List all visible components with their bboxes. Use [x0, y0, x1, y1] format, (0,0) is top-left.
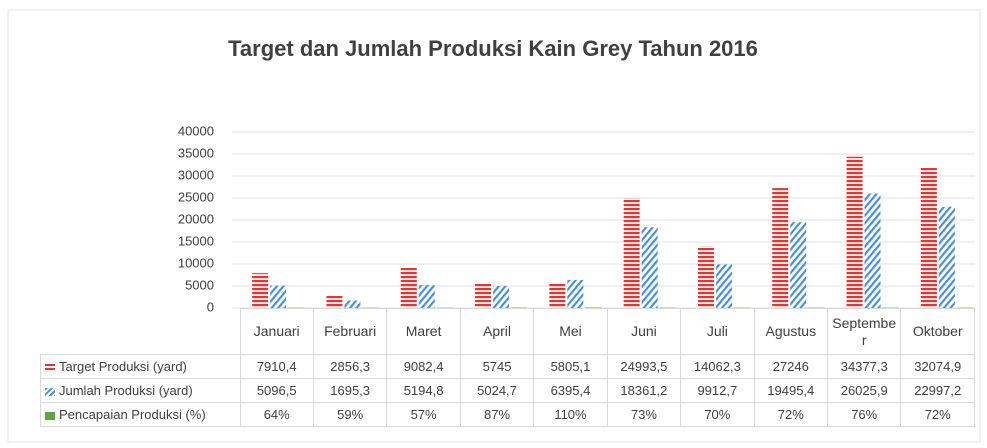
value-cell: 9082,4 — [386, 354, 461, 379]
y-tick-label: 35000 — [178, 145, 214, 160]
chart-border — [7, 9, 981, 443]
category-label: Mei — [533, 308, 608, 355]
value-cell: 59% — [312, 402, 388, 427]
bar — [493, 285, 510, 308]
legend-entry: Target Produksi (yard) — [40, 354, 241, 379]
legend-key — [45, 387, 55, 396]
bar — [623, 198, 640, 308]
table-row: Target Produksi (yard) 7910,4 2856,3 9082,4… — [40, 354, 975, 379]
category-label: Juli — [680, 308, 755, 355]
category-label: April — [459, 308, 535, 355]
value-cell: 70% — [680, 402, 755, 427]
legend-label: Jumlah Produksi (yard) — [59, 383, 193, 398]
value-cell: 27246 — [753, 354, 829, 379]
y-tick-label: 0 — [207, 299, 214, 314]
value-cell: 7910,4 — [239, 354, 314, 379]
value-cell: 9912,7 — [680, 378, 755, 403]
legend-key — [45, 411, 55, 420]
data-table: Januari Februari Maret April Mei Juni Juli Agus… — [40, 308, 975, 427]
bar — [326, 295, 343, 308]
value-cell: 87% — [459, 402, 535, 427]
bar — [697, 246, 714, 308]
bar — [270, 285, 287, 308]
bar — [790, 222, 807, 308]
category-label: September — [826, 308, 902, 355]
bar — [475, 282, 492, 308]
bar — [772, 188, 789, 308]
value-cell: 5805,1 — [533, 354, 608, 379]
bar — [641, 227, 658, 308]
legend-label: Pencapaian Produksi (%) — [59, 407, 206, 422]
value-cell: 2856,3 — [312, 354, 388, 379]
table-header-row: Januari Februari Maret April Mei Juni Juli Agus… — [40, 308, 975, 355]
y-tick-label: 25000 — [178, 189, 214, 204]
value-cell: 26025,9 — [826, 378, 902, 403]
legend-entry: Jumlah Produksi (yard) — [40, 378, 241, 403]
category-label: Februari — [312, 308, 388, 355]
category-label: Maret — [386, 308, 461, 355]
bar — [344, 300, 361, 308]
y-tick-label: 20000 — [178, 211, 214, 226]
value-cell: 5194,8 — [386, 378, 461, 403]
category-label: Oktober — [900, 308, 975, 355]
y-tick-label: 40000 — [178, 123, 214, 138]
bar — [938, 206, 955, 308]
legend-label: Target Produksi (yard) — [59, 359, 187, 374]
legend-key — [45, 363, 55, 372]
legend-entry: Pencapaian Produksi (%) — [40, 402, 241, 427]
value-cell: 1695,3 — [312, 378, 388, 403]
value-cell: 22997,2 — [900, 378, 975, 403]
value-cell: 6395,4 — [533, 378, 608, 403]
value-cell: 110% — [533, 402, 608, 427]
bar — [549, 282, 566, 308]
bar — [846, 156, 863, 308]
value-cell: 5745 — [459, 354, 535, 379]
value-cell: 19495,4 — [753, 378, 829, 403]
value-cell: 5024,7 — [459, 378, 535, 403]
y-tick-label: 30000 — [178, 167, 214, 182]
bar — [920, 166, 937, 308]
value-cell: 34377,3 — [826, 354, 902, 379]
bar — [864, 193, 881, 308]
y-tick-label: 10000 — [178, 255, 214, 270]
value-cell: 72% — [900, 402, 975, 427]
value-cell: 64% — [239, 402, 314, 427]
value-cell: 14062,3 — [680, 354, 755, 379]
value-cell: 73% — [606, 402, 682, 427]
table-row: Pencapaian Produksi (%) 64% 59% 57% 87% 110% 7… — [40, 402, 975, 427]
value-cell: 32074,9 — [900, 354, 975, 379]
y-tick-label: 15000 — [178, 233, 214, 248]
category-label: Agustus — [753, 308, 829, 355]
value-cell: 18361,2 — [606, 378, 682, 403]
bar — [418, 285, 435, 308]
value-cell: 76% — [826, 402, 902, 427]
bar — [252, 273, 269, 308]
category-label: Januari — [239, 308, 314, 355]
bar — [400, 268, 417, 308]
chart-title: Target dan Jumlah Produksi Kain Grey Tah… — [228, 36, 758, 61]
value-cell: 5096,5 — [239, 378, 314, 403]
value-cell: 72% — [753, 402, 829, 427]
value-cell: 57% — [386, 402, 461, 427]
value-cell: 24993,5 — [606, 354, 682, 379]
table-corner — [40, 308, 241, 355]
bar — [567, 279, 584, 308]
y-tick-label: 5000 — [185, 277, 214, 292]
category-label: Juni — [606, 308, 682, 355]
table-row: Jumlah Produksi (yard) 5096,5 1695,3 5194,8… — [40, 378, 975, 403]
bar — [715, 264, 732, 308]
